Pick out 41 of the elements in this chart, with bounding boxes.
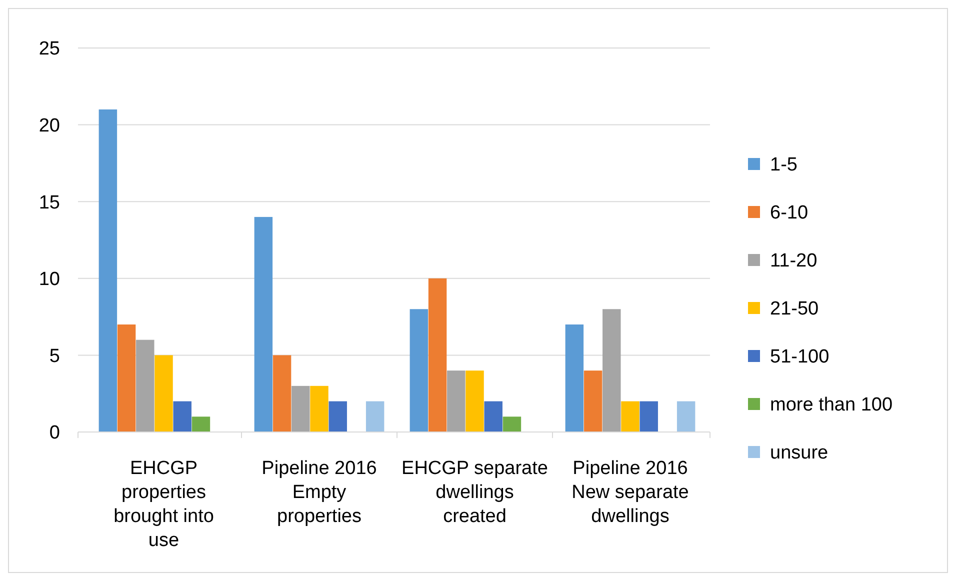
x-tick-label: EHCGP separate dwellings created — [402, 458, 548, 527]
x-tick-label: Pipeline 2016 Empty properties — [262, 458, 377, 527]
y-tick-label: 0 — [49, 422, 60, 444]
bar — [484, 401, 502, 432]
bar — [565, 324, 584, 432]
bar — [254, 216, 273, 432]
legend-label: unsure — [770, 442, 828, 464]
x-tick-label: EHCGP properties brought into use — [114, 458, 214, 551]
bar — [328, 401, 347, 432]
bar — [136, 340, 154, 432]
y-tick-label: 10 — [38, 269, 60, 290]
bar — [154, 355, 173, 432]
bar — [292, 386, 310, 432]
bar — [621, 401, 640, 432]
x-tick-label: Pipeline 2016 New separate dwellings — [572, 458, 689, 527]
legend-label: 21-50 — [770, 298, 819, 320]
bar — [272, 355, 292, 432]
bar — [173, 401, 192, 432]
bar — [98, 109, 118, 432]
bar — [117, 324, 136, 432]
y-tick-label: 5 — [49, 346, 60, 367]
legend-label: 51-100 — [770, 346, 830, 368]
bar — [676, 401, 696, 432]
bar — [466, 370, 484, 432]
legend-label: 11-20 — [770, 250, 818, 272]
bar — [447, 370, 466, 432]
bar — [584, 370, 602, 432]
y-tick-label: 25 — [38, 38, 60, 60]
bar — [366, 401, 384, 432]
y-tick-label: 15 — [38, 192, 60, 214]
bar — [640, 401, 658, 432]
bar — [502, 416, 522, 432]
bar — [410, 309, 428, 432]
legend-label: 1-5 — [770, 154, 798, 176]
legend-label: more than 100 — [770, 394, 893, 416]
legend-label: 6-10 — [770, 202, 808, 224]
bar — [310, 386, 328, 432]
y-tick-label: 20 — [38, 115, 60, 136]
bar — [428, 278, 447, 432]
bar — [192, 416, 210, 432]
bar — [602, 309, 621, 432]
